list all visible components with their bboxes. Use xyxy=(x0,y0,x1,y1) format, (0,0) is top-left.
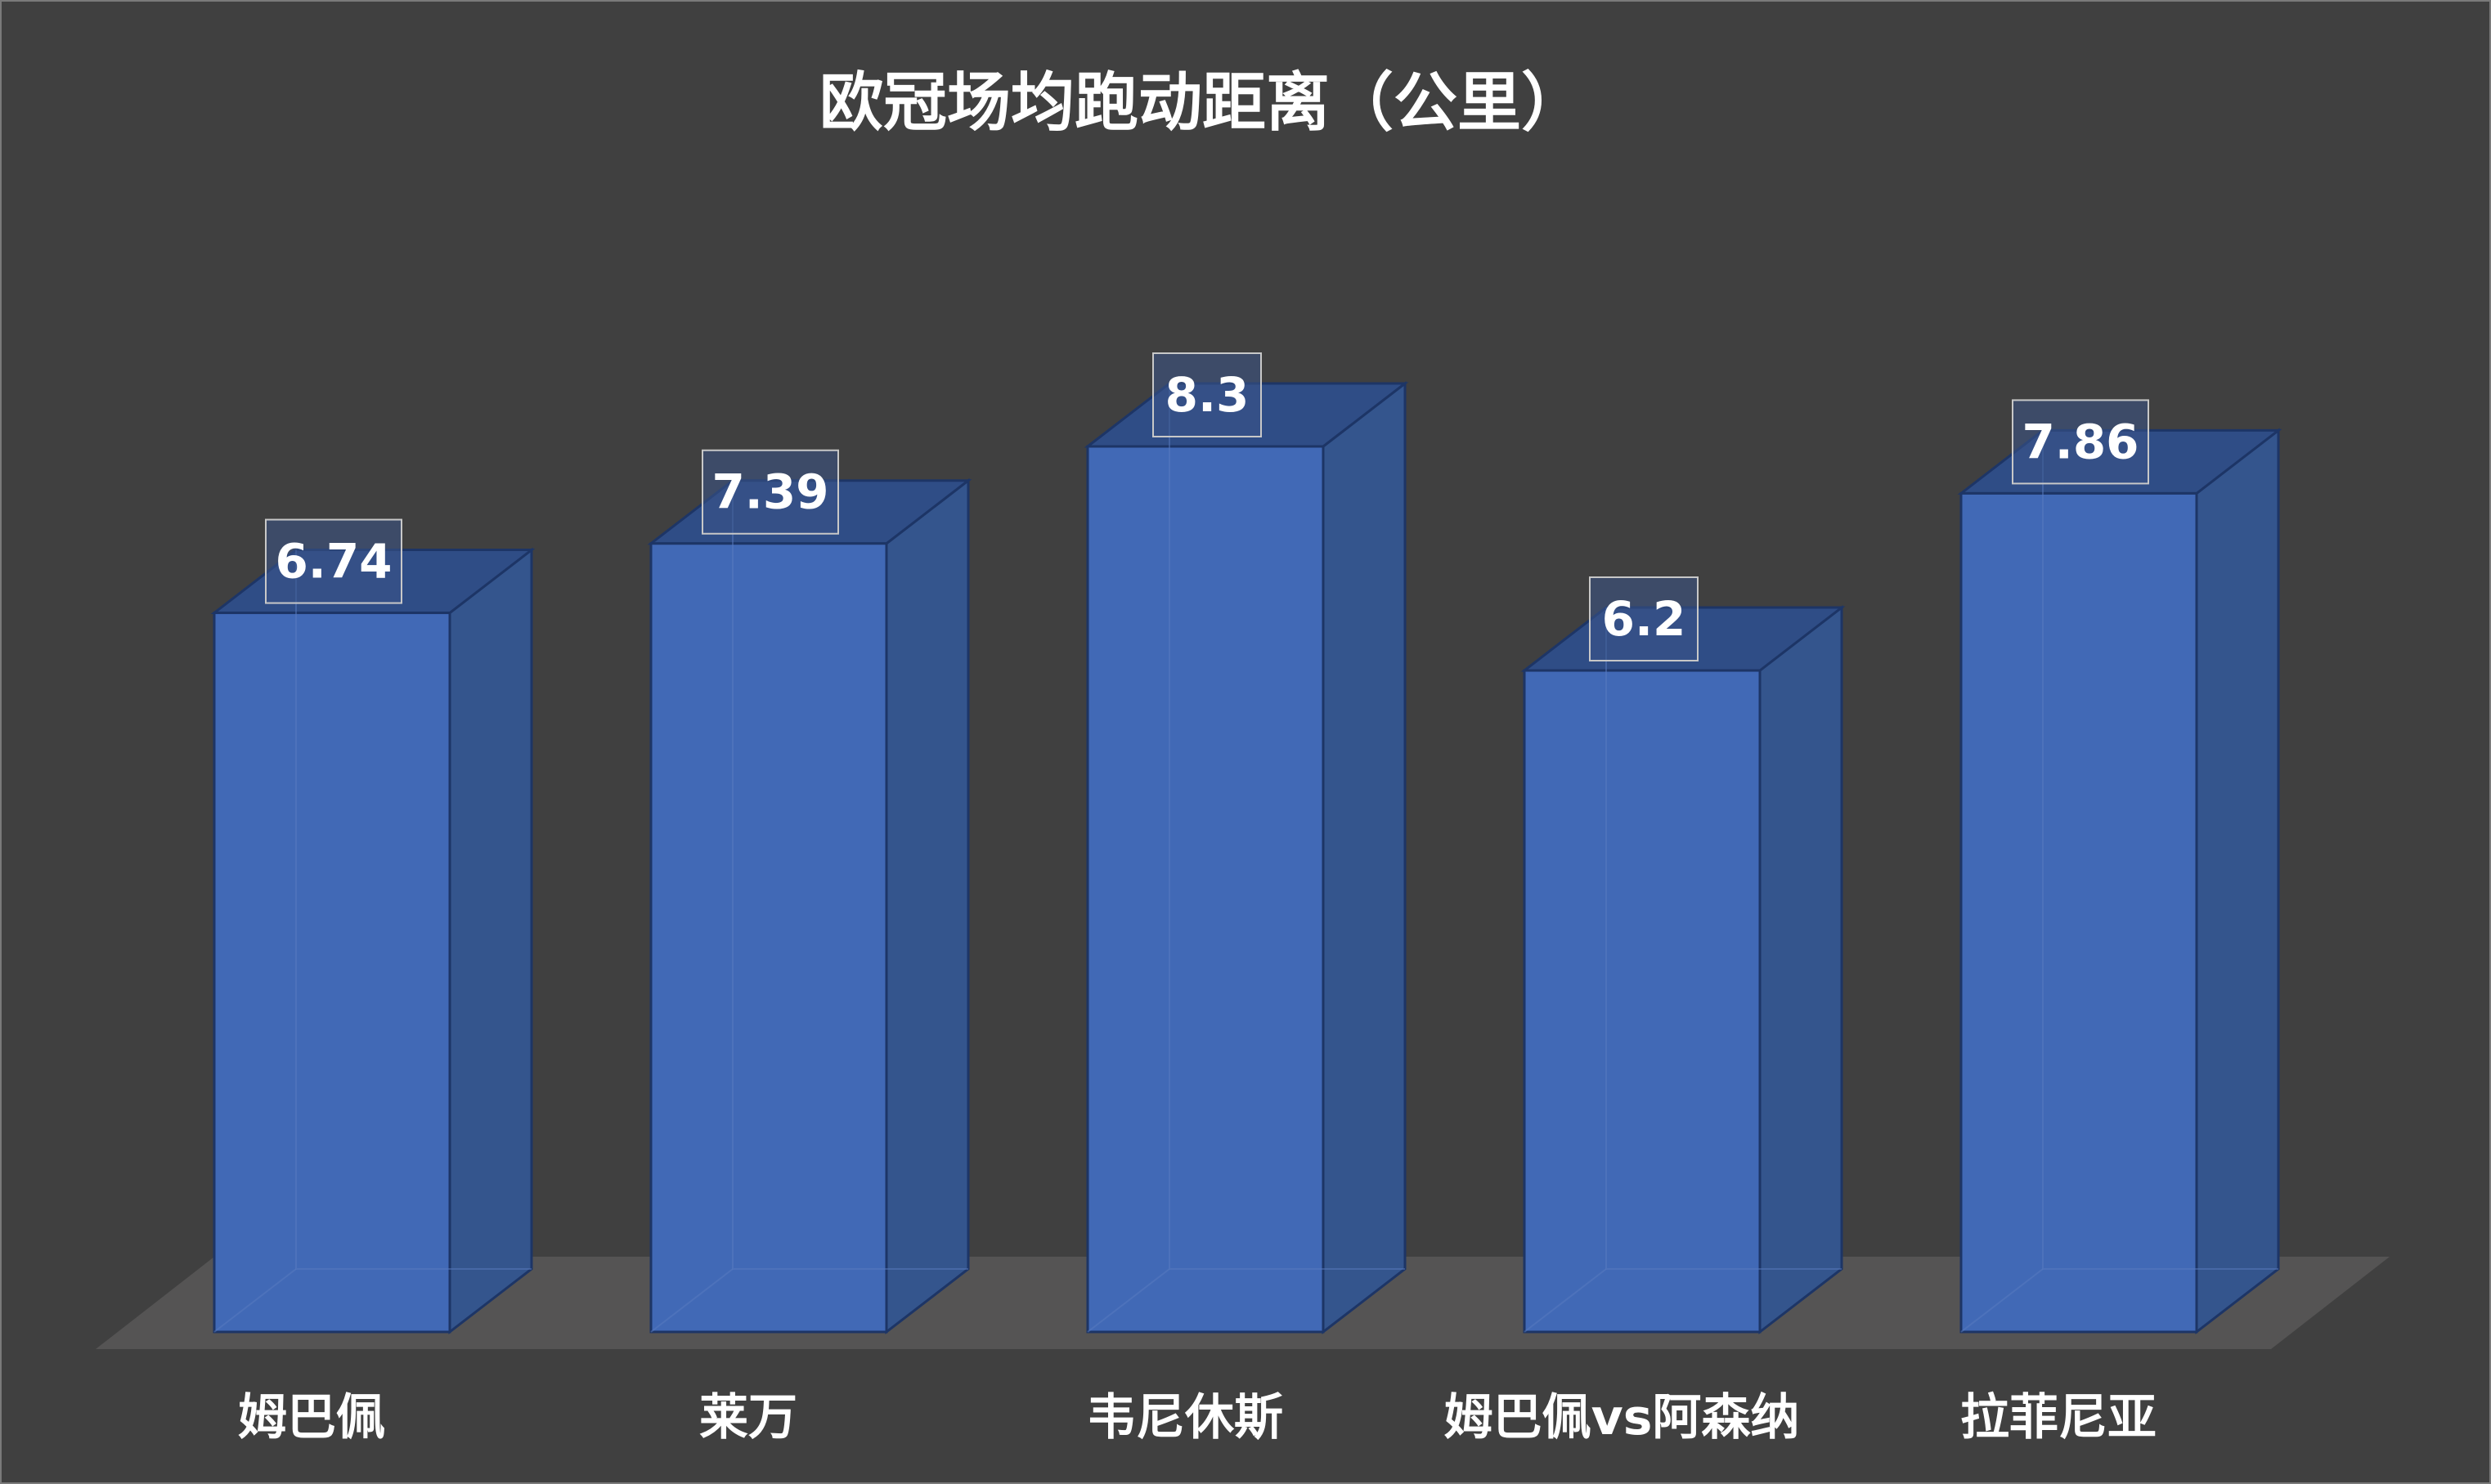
data-label-box xyxy=(1589,576,1699,662)
data-label-box xyxy=(265,518,402,604)
data-label-box xyxy=(702,449,839,535)
bar-side xyxy=(885,477,970,1335)
bar-front xyxy=(1086,445,1325,1334)
bar-4 xyxy=(1520,604,1846,1335)
labels-group: 6.74 姆巴佩 7.39 莱万 8.3 韦尼休斯 6.2 姆巴佩vs阿森纳 7.86 拉菲尼亚 xyxy=(238,352,2157,1446)
data-label: 8.3 xyxy=(1165,367,1250,423)
bars-group xyxy=(210,380,2282,1335)
bar-5 xyxy=(1957,428,2282,1335)
bar-front xyxy=(649,542,888,1334)
bar-side xyxy=(2195,428,2280,1335)
data-label: 7.86 xyxy=(2022,414,2139,469)
bar-back-edge xyxy=(1524,1268,1607,1333)
category-label: 拉菲尼亚 xyxy=(1960,1389,2157,1446)
category-label: 莱万 xyxy=(699,1389,797,1446)
bar-1 xyxy=(210,547,536,1335)
bar-side xyxy=(1322,380,1407,1335)
bar-front xyxy=(213,612,451,1334)
bar-side xyxy=(1758,604,1843,1335)
bar-side xyxy=(448,547,533,1335)
bar-back-edge xyxy=(650,1268,734,1333)
category-label: 韦尼休斯 xyxy=(1087,1389,1283,1446)
category-label: 姆巴佩 xyxy=(238,1389,385,1446)
bar-3 xyxy=(1084,380,1409,1335)
bar-2 xyxy=(647,477,972,1335)
bar-back-edge xyxy=(1960,1268,2044,1333)
data-label: 6.2 xyxy=(1602,591,1686,647)
chart-title: 欧冠场均跑动距离（公里） xyxy=(819,66,1585,140)
category-label: 姆巴佩vs阿森纳 xyxy=(1444,1389,1800,1446)
bar-front xyxy=(1959,491,2198,1334)
bar-back-edge xyxy=(1087,1268,1170,1333)
data-label-box xyxy=(2012,399,2149,485)
data-label: 6.74 xyxy=(275,534,392,590)
bar-back-edge xyxy=(213,1268,297,1333)
data-label-box xyxy=(1152,352,1262,437)
data-label: 7.39 xyxy=(711,464,828,520)
bar-front xyxy=(1523,669,1762,1334)
